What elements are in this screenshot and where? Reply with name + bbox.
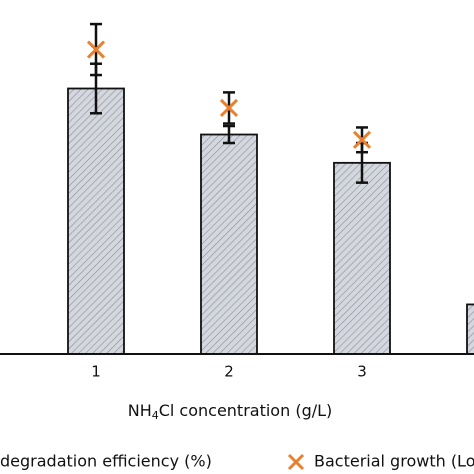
bar — [333, 161, 391, 355]
x-axis-label: NH4Cl concentration (g/L) — [128, 401, 333, 423]
x-tick-label: 2 — [224, 363, 234, 381]
bar — [67, 87, 125, 355]
bar — [466, 303, 474, 355]
cross-marker — [352, 130, 372, 149]
bar — [200, 133, 258, 355]
cross-marker — [86, 40, 106, 59]
x-tick-label: 1 — [91, 363, 101, 381]
legend-label: degradation efficiency (%) — [0, 452, 212, 471]
bar-error-bar — [223, 124, 235, 145]
cross-marker — [219, 98, 239, 118]
x-tick-label: 3 — [357, 363, 367, 381]
legend-label: Bacterial growth (Lo — [314, 452, 474, 471]
legend-marker — [287, 453, 305, 471]
